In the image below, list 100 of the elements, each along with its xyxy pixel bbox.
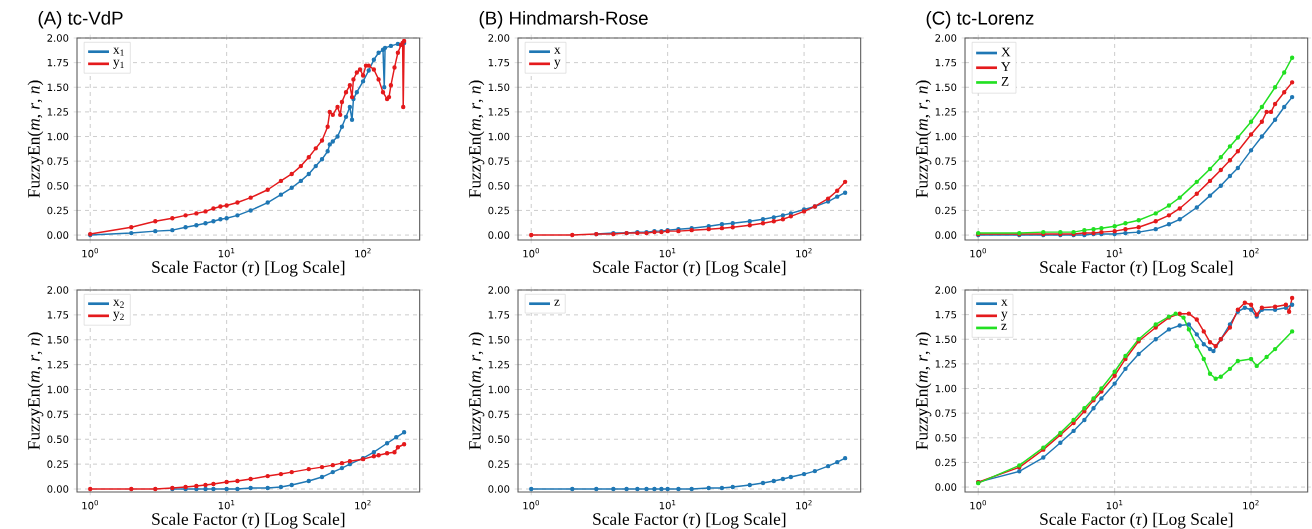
y-axis-title: FuzzyEn(m, r, n) bbox=[915, 80, 932, 198]
y-tick-label: 1.00 bbox=[47, 385, 69, 394]
y-tick-label: 1.25 bbox=[935, 360, 957, 368]
x-tick-label: 10$^{2}$ bbox=[1243, 248, 1259, 258]
y-tick-label: 2.00 bbox=[47, 286, 69, 294]
y-tick-label: 2.00 bbox=[935, 34, 957, 42]
x-axis-title: Scale Factor (τ) [Log Scale] bbox=[593, 512, 786, 529]
y-tick-label: 0.75 bbox=[935, 157, 957, 165]
legend-label: y$_{2}$ bbox=[113, 311, 124, 321]
chart-title: (B) Hindmarsh-Rose bbox=[479, 11, 648, 29]
legend-label: Y bbox=[1001, 62, 1011, 72]
x-axis-title: Scale Factor (τ) [Log Scale] bbox=[593, 260, 786, 277]
y-tick-label: 0.25 bbox=[47, 206, 69, 215]
y-tick-label: 1.75 bbox=[488, 311, 510, 319]
y-tick-label: 0.75 bbox=[488, 157, 510, 165]
x-tick-label: 10$^{0}$ bbox=[523, 248, 540, 258]
y-tick-label: 0.25 bbox=[935, 206, 957, 215]
y-tick-label: 0.25 bbox=[488, 206, 510, 215]
y-axis-title: FuzzyEn(m, r, n) bbox=[468, 332, 485, 450]
x-tick-label: 10$^{1}$ bbox=[659, 500, 676, 510]
legend-label: y bbox=[554, 59, 561, 69]
legend-label: x bbox=[554, 47, 561, 54]
y-tick-label: 2.00 bbox=[935, 286, 957, 294]
legend-label: y bbox=[1001, 311, 1008, 321]
y-tick-label: 1.00 bbox=[935, 384, 957, 393]
y-axis-title: FuzzyEn(m, r, n) bbox=[27, 332, 44, 450]
y-tick-label: 0.00 bbox=[488, 231, 510, 239]
x-tick-label: 10$^{1}$ bbox=[1106, 500, 1123, 510]
y-tick-label: 1.50 bbox=[47, 83, 69, 92]
x-tick-label: 10$^{2}$ bbox=[355, 500, 371, 510]
legend-label: x bbox=[1001, 299, 1008, 306]
y-tick-label: 1.50 bbox=[935, 335, 957, 344]
y-tick-label: 0.50 bbox=[935, 434, 957, 442]
y-tick-label: 1.50 bbox=[488, 83, 510, 92]
y-tick-label: 0.50 bbox=[935, 182, 957, 190]
y-tick-label: 0.25 bbox=[488, 460, 510, 468]
y-tick-label: 0.75 bbox=[47, 157, 69, 165]
x-tick-label: 10$^{0}$ bbox=[82, 248, 99, 258]
x-tick-label: 10$^{1}$ bbox=[659, 248, 676, 258]
y-tick-label: 0.50 bbox=[488, 435, 510, 444]
y-tick-label: 2.00 bbox=[47, 34, 69, 42]
y-tick-label: 0.25 bbox=[935, 458, 957, 467]
y-tick-label: 0.00 bbox=[935, 483, 957, 491]
y-tick-label: 0.75 bbox=[935, 409, 957, 417]
y-tick-label: 1.75 bbox=[47, 311, 69, 319]
x-tick-label: 10$^{0}$ bbox=[523, 500, 540, 510]
y-tick-label: 0.50 bbox=[47, 182, 69, 190]
y-tick-label: 1.50 bbox=[488, 335, 510, 344]
x-tick-label: 10$^{1}$ bbox=[1106, 248, 1123, 258]
y-tick-label: 1.75 bbox=[47, 58, 69, 67]
x-axis-title: Scale Factor (τ) [Log Scale] bbox=[1040, 260, 1233, 277]
y-axis-title: FuzzyEn(m, r, n) bbox=[915, 332, 932, 450]
y-tick-label: 0.00 bbox=[47, 485, 69, 493]
y-tick-label: 0.00 bbox=[488, 485, 510, 493]
y-tick-label: 1.75 bbox=[935, 310, 957, 319]
y-tick-label: 0.00 bbox=[935, 231, 957, 239]
x-tick-label: 10$^{1}$ bbox=[218, 248, 235, 258]
legend-label: z bbox=[554, 299, 560, 306]
legend-label: x$_{2}$ bbox=[113, 299, 124, 308]
legend-label: x$_{1}$ bbox=[113, 47, 124, 56]
x-axis-title: Scale Factor (τ) [Log Scale] bbox=[152, 512, 345, 529]
x-tick-label: 10$^{2}$ bbox=[1243, 500, 1259, 510]
y-tick-label: 0.25 bbox=[47, 460, 69, 468]
y-tick-label: 1.00 bbox=[935, 132, 957, 141]
y-tick-label: 1.25 bbox=[488, 360, 510, 369]
x-axis-title: Scale Factor (τ) [Log Scale] bbox=[1040, 512, 1233, 529]
legend-label: y$_{1}$ bbox=[113, 59, 124, 69]
legend-label: z bbox=[1001, 323, 1007, 330]
y-tick-label: 1.00 bbox=[488, 385, 510, 394]
y-tick-label: 1.25 bbox=[935, 108, 957, 116]
y-axis-title: FuzzyEn(m, r, n) bbox=[468, 80, 485, 198]
x-axis-title: Scale Factor (τ) [Log Scale] bbox=[152, 260, 345, 277]
y-tick-label: 1.25 bbox=[488, 108, 510, 116]
y-tick-label: 1.75 bbox=[935, 58, 957, 67]
x-tick-label: 10$^{0}$ bbox=[970, 248, 987, 258]
y-tick-label: 1.25 bbox=[47, 108, 69, 116]
x-tick-label: 10$^{2}$ bbox=[796, 500, 812, 510]
legend-label: Z bbox=[1001, 77, 1009, 86]
chart-title: (C) tc-Lorenz bbox=[926, 11, 1034, 29]
y-tick-label: 1.25 bbox=[47, 360, 69, 369]
chart-title: (A) tc-VdP bbox=[38, 11, 123, 29]
y-tick-label: 0.75 bbox=[488, 410, 510, 419]
y-tick-label: 0.50 bbox=[47, 435, 69, 444]
x-tick-label: 10$^{0}$ bbox=[970, 500, 987, 510]
y-tick-label: 0.75 bbox=[47, 410, 69, 419]
y-tick-label: 1.50 bbox=[935, 83, 957, 92]
legend-label: X bbox=[1001, 47, 1011, 57]
y-tick-label: 2.00 bbox=[488, 286, 510, 294]
x-tick-label: 10$^{1}$ bbox=[218, 500, 235, 510]
y-tick-label: 1.00 bbox=[47, 132, 69, 141]
y-tick-label: 0.50 bbox=[488, 182, 510, 190]
x-tick-label: 10$^{2}$ bbox=[796, 248, 812, 258]
y-axis-title: FuzzyEn(m, r, n) bbox=[27, 80, 44, 198]
y-tick-label: 1.50 bbox=[47, 335, 69, 344]
y-tick-label: 0.00 bbox=[47, 231, 69, 239]
y-tick-label: 1.75 bbox=[488, 58, 510, 67]
y-tick-label: 1.00 bbox=[488, 132, 510, 141]
x-tick-label: 10$^{2}$ bbox=[355, 248, 371, 258]
x-tick-label: 10$^{0}$ bbox=[82, 500, 99, 510]
y-tick-label: 2.00 bbox=[488, 34, 510, 42]
